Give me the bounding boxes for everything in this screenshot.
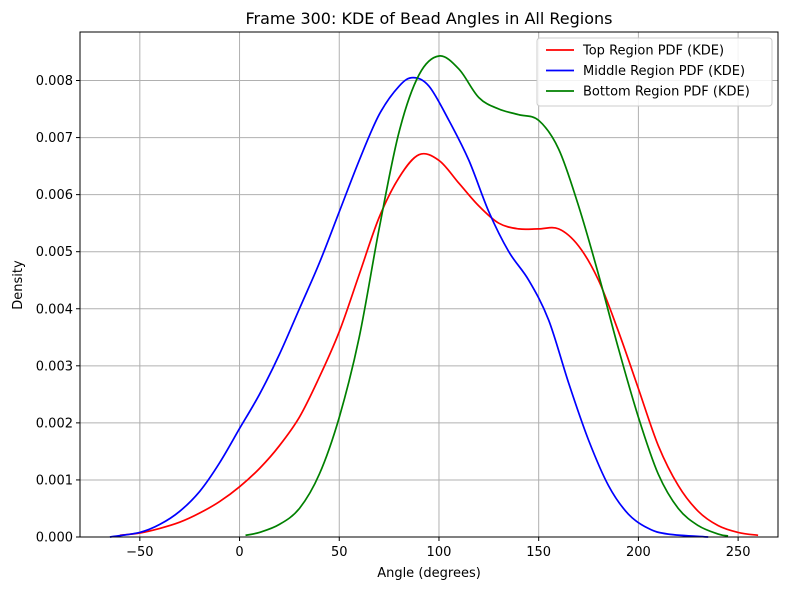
y-tick-label: 0.005 bbox=[36, 245, 73, 260]
legend: Top Region PDF (KDE) Middle Region PDF (K… bbox=[536, 37, 773, 107]
y-tick-label: 0.001 bbox=[36, 473, 73, 488]
x-tick-label: 200 bbox=[626, 545, 651, 560]
y-tick-label: 0.008 bbox=[36, 74, 73, 89]
x-tick-label: 250 bbox=[726, 545, 751, 560]
plot-frame bbox=[79, 31, 779, 538]
y-tick-label: 0.007 bbox=[36, 131, 73, 146]
y-tick-label: 0.002 bbox=[36, 416, 73, 431]
series-line-top-region bbox=[119, 152, 759, 537]
x-tick-label: 150 bbox=[526, 545, 551, 560]
series-layer bbox=[109, 55, 759, 538]
y-tick-label: 0.000 bbox=[36, 531, 73, 546]
x-tick-label: 100 bbox=[427, 545, 452, 560]
legend-label-bottom-region: Bottom Region PDF (KDE) bbox=[583, 85, 750, 100]
x-axis-label: Angle (degrees) bbox=[377, 566, 481, 581]
series-line-bottom-region bbox=[245, 55, 729, 537]
legend-box bbox=[536, 37, 773, 107]
x-tick-label: 0 bbox=[235, 545, 243, 560]
y-axis-label: Density bbox=[11, 260, 26, 310]
y-tick-label: 0.006 bbox=[36, 188, 73, 203]
x-tick-label: −50 bbox=[126, 545, 153, 560]
x-tick-label: 50 bbox=[331, 545, 348, 560]
y-axis-ticks: 0.000 0.001 0.002 0.003 0.004 0.005 0.006 0.007… bbox=[36, 74, 80, 546]
legend-label-top-region: Top Region PDF (KDE) bbox=[582, 44, 724, 59]
legend-label-middle-region: Middle Region PDF (KDE) bbox=[583, 64, 745, 79]
y-tick-label: 0.003 bbox=[36, 359, 73, 374]
series-line-middle-region bbox=[109, 76, 709, 538]
y-tick-label: 0.004 bbox=[36, 302, 73, 317]
x-axis-ticks: −50 0 50 100 150 200 250 bbox=[126, 537, 751, 560]
chart-title: Frame 300: KDE of Bead Angles in All Reg… bbox=[246, 9, 613, 28]
